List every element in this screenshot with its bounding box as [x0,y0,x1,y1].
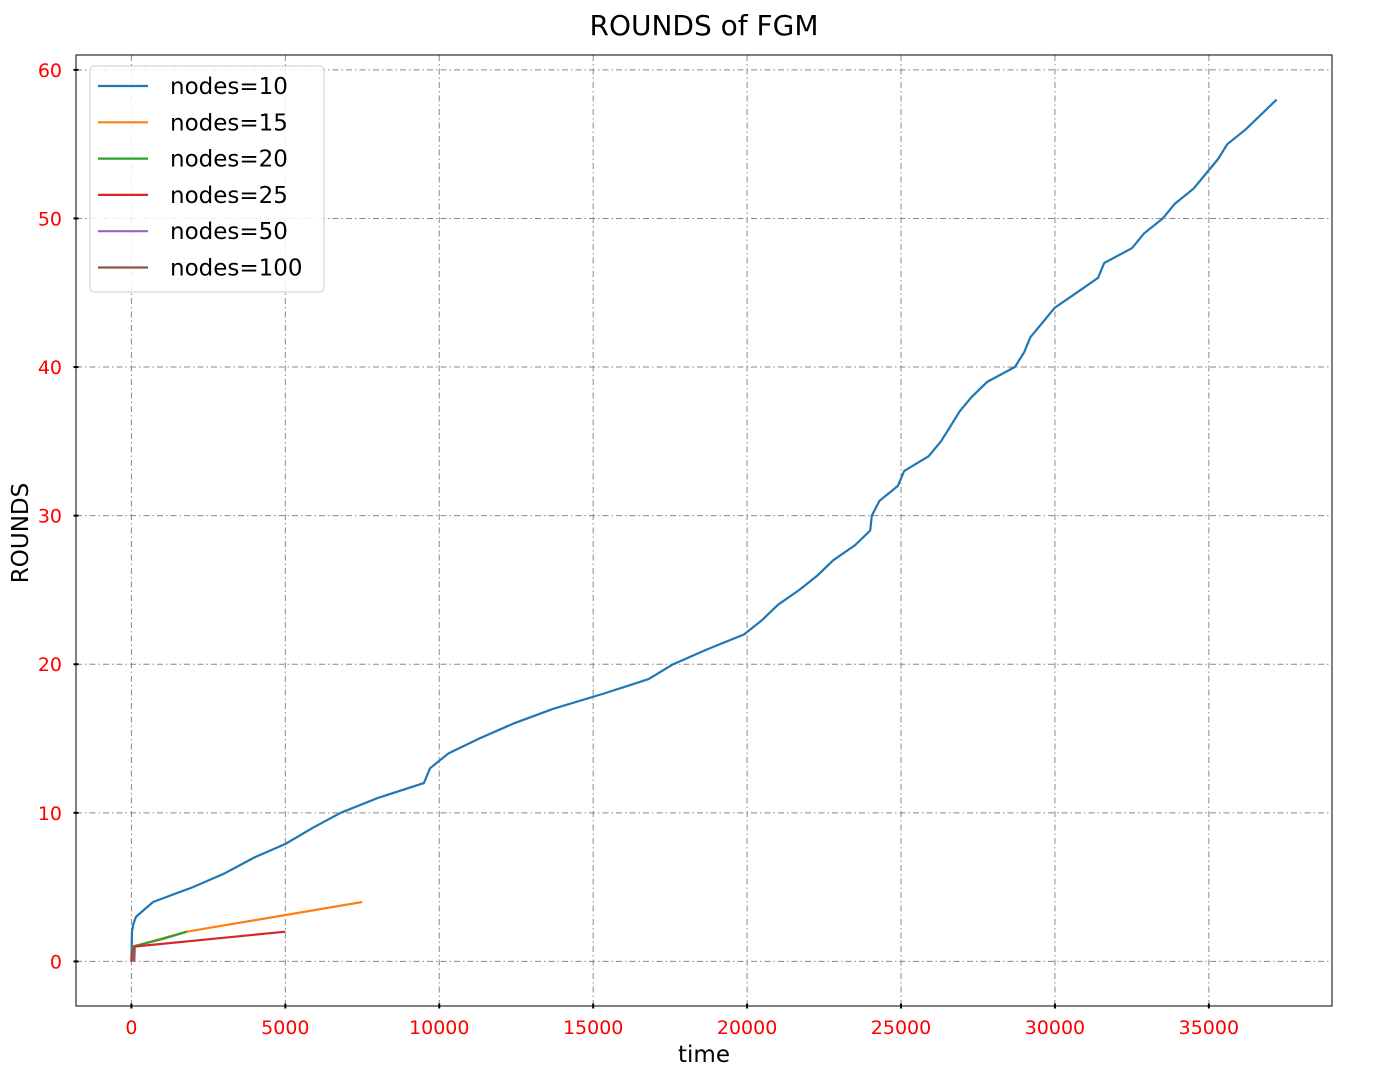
y-tick-label: 40 [38,357,62,379]
x-tick-label: 10000 [409,1017,469,1039]
axis-ticks: 0 5000 10000 15000 20000 25000 30000 35000 0 10 20… [38,60,1239,1039]
legend-label: nodes=10 [170,74,288,100]
legend-label: nodes=20 [170,147,288,173]
y-tick-label: 60 [38,60,62,82]
legend-label: nodes=15 [170,110,288,136]
series-line-nodes-15 [130,900,363,962]
y-tick-label: 50 [38,208,62,230]
series-line-nodes-10 [130,98,1278,962]
x-tick-label: 20000 [717,1017,777,1039]
legend: nodes=10 nodes=15 nodes=20 nodes=25 nodes=50… [89,65,325,293]
legend-label: nodes=50 [170,219,288,245]
plot-frame [75,54,1333,1007]
y-tick-label: 0 [50,951,62,973]
y-tick-label: 30 [38,506,62,528]
x-tick-label: 25000 [871,1017,931,1039]
x-tick-label: 5000 [261,1017,309,1039]
legend-label: nodes=100 [170,256,303,282]
series-lines [130,98,1278,962]
x-tick-label: 0 [125,1017,137,1039]
x-tick-label: 15000 [563,1017,623,1039]
y-tick-label: 10 [38,803,62,825]
series-line-nodes-25 [130,930,286,962]
y-axis-title: ROUNDS [8,483,34,583]
x-tick-label: 30000 [1025,1017,1085,1039]
x-tick-label: 35000 [1179,1017,1239,1039]
chart-title: ROUNDS of FGM [589,9,818,42]
legend-label: nodes=25 [170,183,288,209]
legend-box [89,65,325,293]
x-axis-title: time [678,1042,730,1068]
y-tick-label: 20 [38,654,62,676]
series-line-nodes-100 [133,946,136,962]
